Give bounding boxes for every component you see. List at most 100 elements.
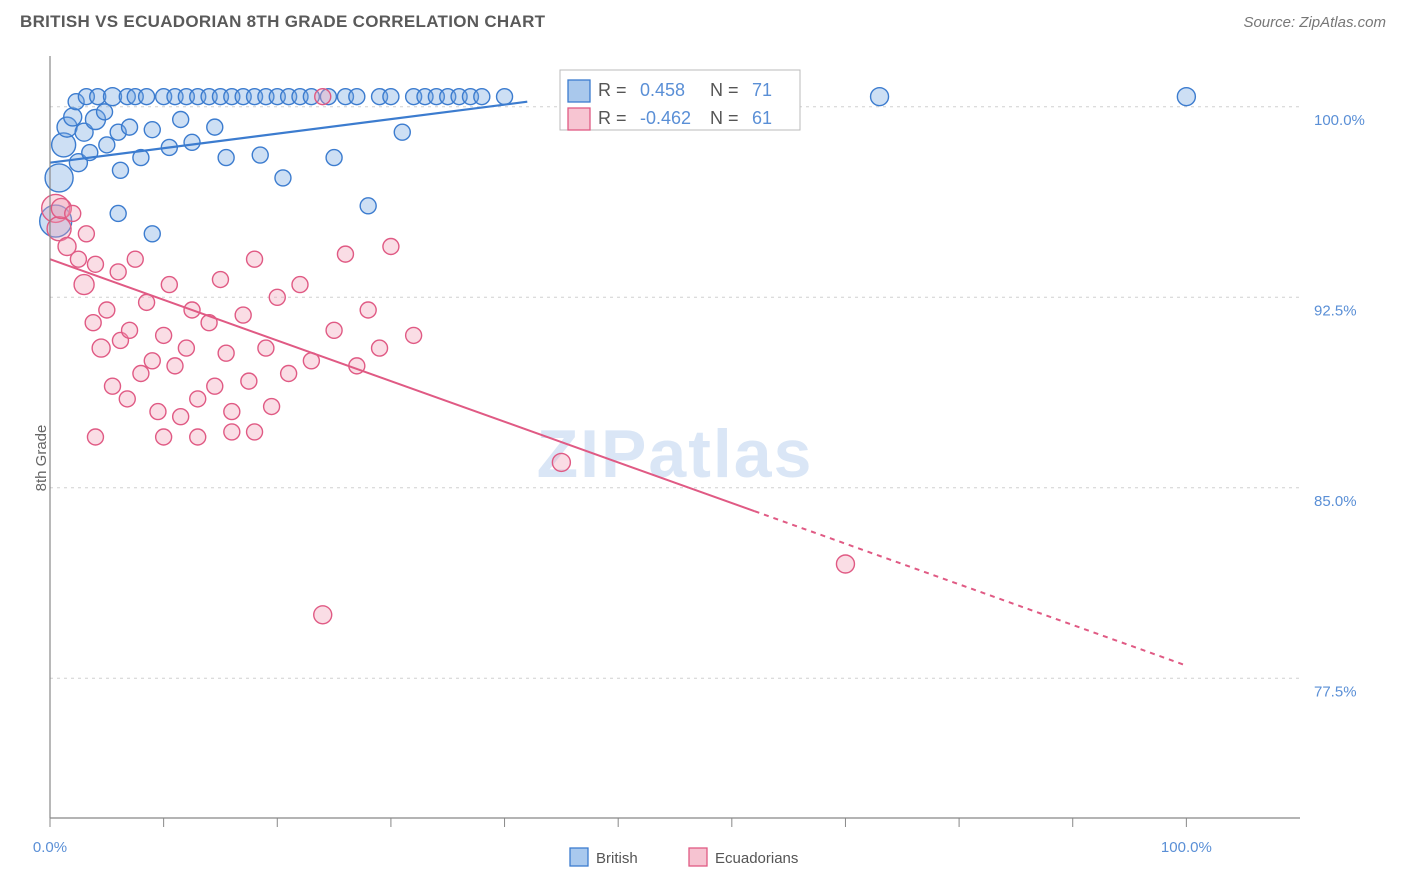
x-tick-label: 100.0% [1161,839,1212,856]
data-point [292,277,308,293]
data-point [315,89,331,105]
stats-n-value: 71 [752,80,772,100]
x-tick-label: 0.0% [33,839,67,856]
data-point [97,104,113,120]
data-point [281,366,297,382]
data-point [144,226,160,242]
data-point [1177,88,1195,106]
data-point [337,246,353,262]
chart-container: 8th Grade 77.5% 85.0% 92.5% 100.0% ZIPatlas 0… [0,38,1406,878]
data-point [105,378,121,394]
data-point [207,119,223,135]
data-point [178,340,194,356]
chart-title: BRITISH VS ECUADORIAN 8TH GRADE CORRELAT… [20,12,545,32]
data-point [218,345,234,361]
y-tick-label: 100.0% [1314,112,1365,129]
data-point [65,205,81,221]
data-point [87,429,103,445]
stats-swatch [568,80,590,102]
data-point [110,205,126,221]
data-point [252,147,268,163]
stats-r-label: R = [598,80,627,100]
series-ecuadorians [42,89,855,624]
data-point [87,256,103,272]
data-point [144,353,160,369]
data-point [360,198,376,214]
data-point [64,108,82,126]
source-attribution: Source: ZipAtlas.com [1243,14,1386,31]
stats-swatch [568,108,590,130]
data-point [224,424,240,440]
trend-line-dashed [755,511,1187,665]
data-point [871,88,889,106]
data-point [122,322,138,338]
data-point [133,366,149,382]
data-point [184,134,200,150]
data-point [218,150,234,166]
data-point [326,150,342,166]
data-point [207,378,223,394]
data-point [167,358,183,374]
data-point [394,124,410,140]
data-point [497,89,513,105]
data-point [110,264,126,280]
data-point [78,226,94,242]
data-point [552,453,570,471]
watermark-text: ZIPatlas [537,416,814,492]
stats-r-value: -0.462 [640,108,691,128]
data-point [156,429,172,445]
data-point [92,339,110,357]
data-point [406,327,422,343]
data-point [150,404,166,420]
data-point [74,275,94,295]
scatter-chart: 77.5% 85.0% 92.5% 100.0% ZIPatlas 0.0% 100.0% R… [0,38,1406,878]
legend-swatch [570,848,588,866]
data-point [258,340,274,356]
data-point [212,272,228,288]
data-point [224,404,240,420]
data-point [383,89,399,105]
data-point [241,373,257,389]
data-point [264,399,280,415]
data-point [383,239,399,255]
legend-swatch [689,848,707,866]
legend-label: Ecuadorians [715,850,798,867]
stats-n-label: N = [710,80,739,100]
data-point [112,162,128,178]
data-point [275,170,291,186]
data-point [156,327,172,343]
data-point [190,391,206,407]
stats-r-value: 0.458 [640,80,685,100]
data-point [190,429,206,445]
data-point [119,391,135,407]
data-point [836,555,854,573]
data-point [235,307,251,323]
data-point [85,315,101,331]
data-point [45,164,73,192]
data-point [474,89,490,105]
data-point [269,289,285,305]
data-point [161,277,177,293]
data-point [349,89,365,105]
y-tick-label: 92.5% [1314,302,1357,319]
data-point [326,322,342,338]
y-tick-label: 77.5% [1314,683,1357,700]
stats-r-label: R = [598,108,627,128]
data-point [247,424,263,440]
data-point [70,251,86,267]
legend-label: British [596,850,638,867]
data-point [173,409,189,425]
stats-n-label: N = [710,108,739,128]
data-point [99,302,115,318]
data-point [127,251,143,267]
stats-n-value: 61 [752,108,772,128]
data-point [314,606,332,624]
y-axis-label: 8th Grade [33,425,50,492]
data-point [99,137,115,153]
data-point [360,302,376,318]
data-point [144,122,160,138]
data-point [173,112,189,128]
y-tick-label: 85.0% [1314,493,1357,510]
data-point [122,119,138,135]
data-point [247,251,263,267]
